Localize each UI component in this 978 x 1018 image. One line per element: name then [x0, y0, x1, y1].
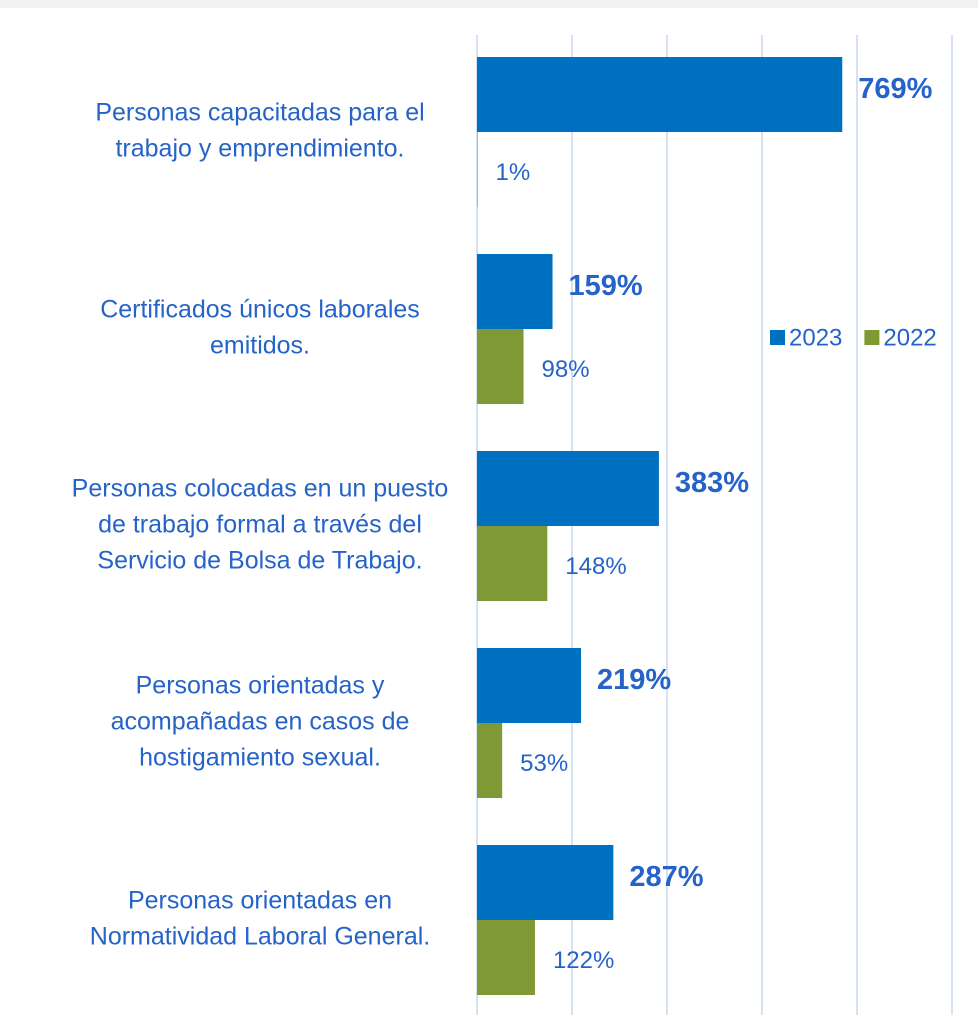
value-label: 159%	[569, 270, 643, 302]
bar	[477, 723, 503, 798]
value-label: 1%	[495, 159, 530, 186]
value-label: 769%	[858, 73, 932, 105]
value-label: 219%	[597, 664, 671, 696]
bar	[477, 57, 843, 132]
bar	[477, 526, 548, 601]
bar	[477, 254, 553, 329]
category-label: Personas colocadas en un puesto	[72, 475, 449, 503]
bar	[477, 845, 614, 920]
legend-label: 2022	[883, 324, 936, 351]
value-label: 287%	[629, 861, 703, 893]
value-label: 148%	[565, 553, 626, 580]
value-label: 53%	[520, 750, 568, 777]
category-label: Personas orientadas y	[136, 672, 385, 700]
legend-label: 2023	[789, 324, 842, 351]
category-label: emitidos.	[210, 332, 310, 360]
value-label: 122%	[553, 947, 614, 974]
category-label: Personas orientadas en	[128, 887, 392, 915]
category-label: hostigamiento sexual.	[139, 744, 381, 772]
category-label: Servicio de Bolsa de Trabajo.	[97, 547, 422, 575]
bar	[477, 451, 659, 526]
legend-swatch	[770, 330, 785, 345]
category-label: trabajo y emprendimiento.	[115, 135, 404, 163]
value-label: 98%	[542, 356, 590, 383]
category-label: de trabajo formal a través del	[98, 511, 422, 539]
top-strip	[0, 0, 978, 8]
bar	[477, 920, 535, 995]
category-label: Normatividad Laboral General.	[90, 923, 430, 951]
bar	[477, 329, 524, 404]
category-label: Personas capacitadas para el	[95, 99, 424, 127]
bar	[477, 648, 582, 723]
category-label: acompañadas en casos de	[111, 708, 410, 736]
legend-swatch	[864, 330, 880, 345]
category-label: Certificados únicos laborales	[100, 296, 420, 324]
value-label: 383%	[675, 467, 749, 499]
